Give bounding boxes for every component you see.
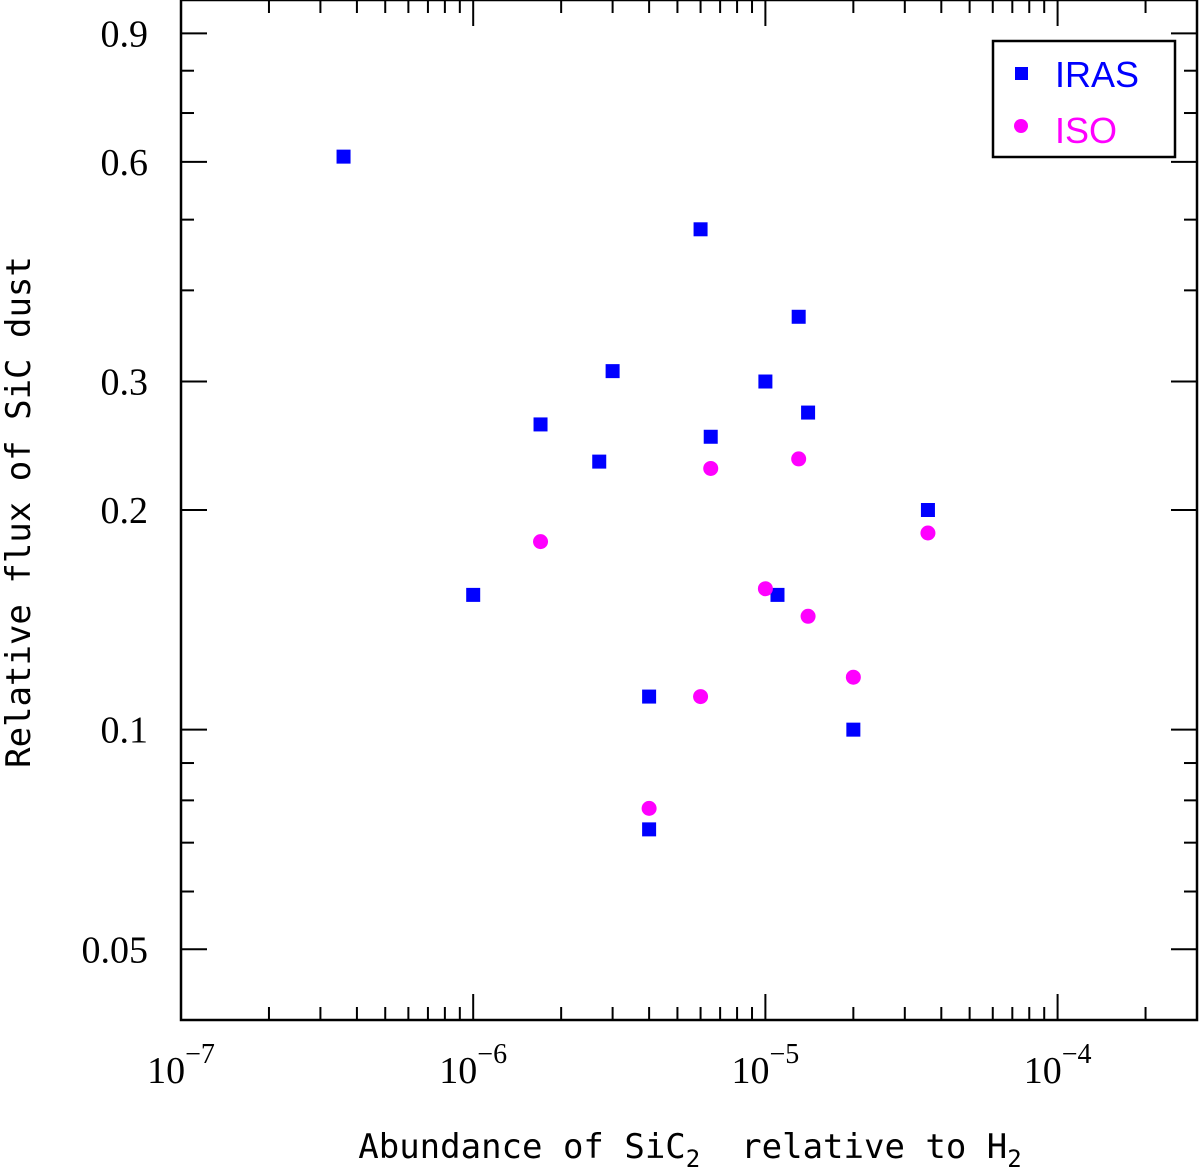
point-iras (642, 689, 657, 704)
legend-iras-label: IRAS (1055, 54, 1139, 95)
point-iras (770, 587, 785, 602)
point-iras (758, 374, 773, 389)
x-tick-label: 10−5 (731, 1039, 799, 1092)
point-iso (800, 608, 816, 624)
x-axis-title-sub1: 2 (686, 1145, 700, 1173)
point-iras (846, 722, 861, 737)
x-axis-title-part1: Abundance of SiC (358, 1127, 686, 1167)
legend: IRAS ISO (991, 39, 1177, 159)
y-tick-label: 0.3 (101, 362, 149, 404)
point-iras (466, 587, 481, 602)
point-iso (693, 689, 709, 705)
plot-area-frame (179, 0, 1199, 1022)
point-iras (336, 149, 351, 164)
y-tick-label: 0.1 (101, 710, 149, 752)
point-iso (703, 460, 719, 476)
x-tick-label-base: 10 (1024, 1050, 1062, 1092)
point-iras (703, 429, 718, 444)
y-tick-label: 0.2 (101, 490, 149, 532)
legend-iras-marker (1015, 67, 1028, 80)
x-tick-label-exponent: −4 (1062, 1039, 1092, 1070)
x-tick-label: 10−7 (147, 1039, 215, 1092)
point-iras (533, 417, 548, 432)
data-points (336, 149, 936, 837)
x-axis-title-part2: relative to H (700, 1127, 1007, 1167)
point-iras (605, 364, 620, 379)
point-iras (801, 405, 816, 420)
y-tick-label: 0.9 (101, 13, 149, 55)
point-iras (791, 309, 806, 324)
x-tick-label-base: 10 (439, 1050, 477, 1092)
legend-box (991, 39, 1177, 159)
x-tick-label-base: 10 (147, 1050, 185, 1092)
x-tick-label-exponent: −5 (769, 1039, 799, 1070)
y-tick-label: 0.05 (82, 929, 149, 971)
y-tick-labels: 0.05 0.1 0.2 0.3 0.6 0.9 (82, 13, 149, 971)
y-tick-label: 0.6 (101, 142, 149, 184)
axis-ticks (180, 0, 1197, 1021)
legend-iso-marker (1014, 119, 1028, 133)
point-iras (642, 822, 657, 837)
x-tick-label-base: 10 (731, 1050, 769, 1092)
point-iso (757, 581, 773, 597)
point-iras (920, 503, 935, 517)
x-tick-label: 10−6 (439, 1039, 507, 1092)
point-iras (693, 222, 708, 237)
point-iras (592, 454, 607, 469)
point-iso (641, 800, 657, 816)
legend-iso-label: ISO (1055, 110, 1117, 151)
y-axis-title: Relative flux of SiC dust (0, 256, 39, 768)
point-iso (533, 534, 549, 550)
x-axis-title-sub2: 2 (1007, 1145, 1021, 1173)
point-iso (920, 525, 936, 541)
x-tick-labels: 10−7 10−6 10−5 10−4 (147, 1039, 1091, 1092)
x-axis-title: Abundance of SiC2 relative to H2 (358, 1127, 1021, 1173)
x-tick-label-exponent: −6 (477, 1039, 507, 1070)
point-iso (845, 669, 861, 685)
x-tick-label: 10−4 (1024, 1039, 1092, 1092)
point-iso (791, 451, 807, 467)
x-tick-label-exponent: −7 (185, 1039, 215, 1070)
